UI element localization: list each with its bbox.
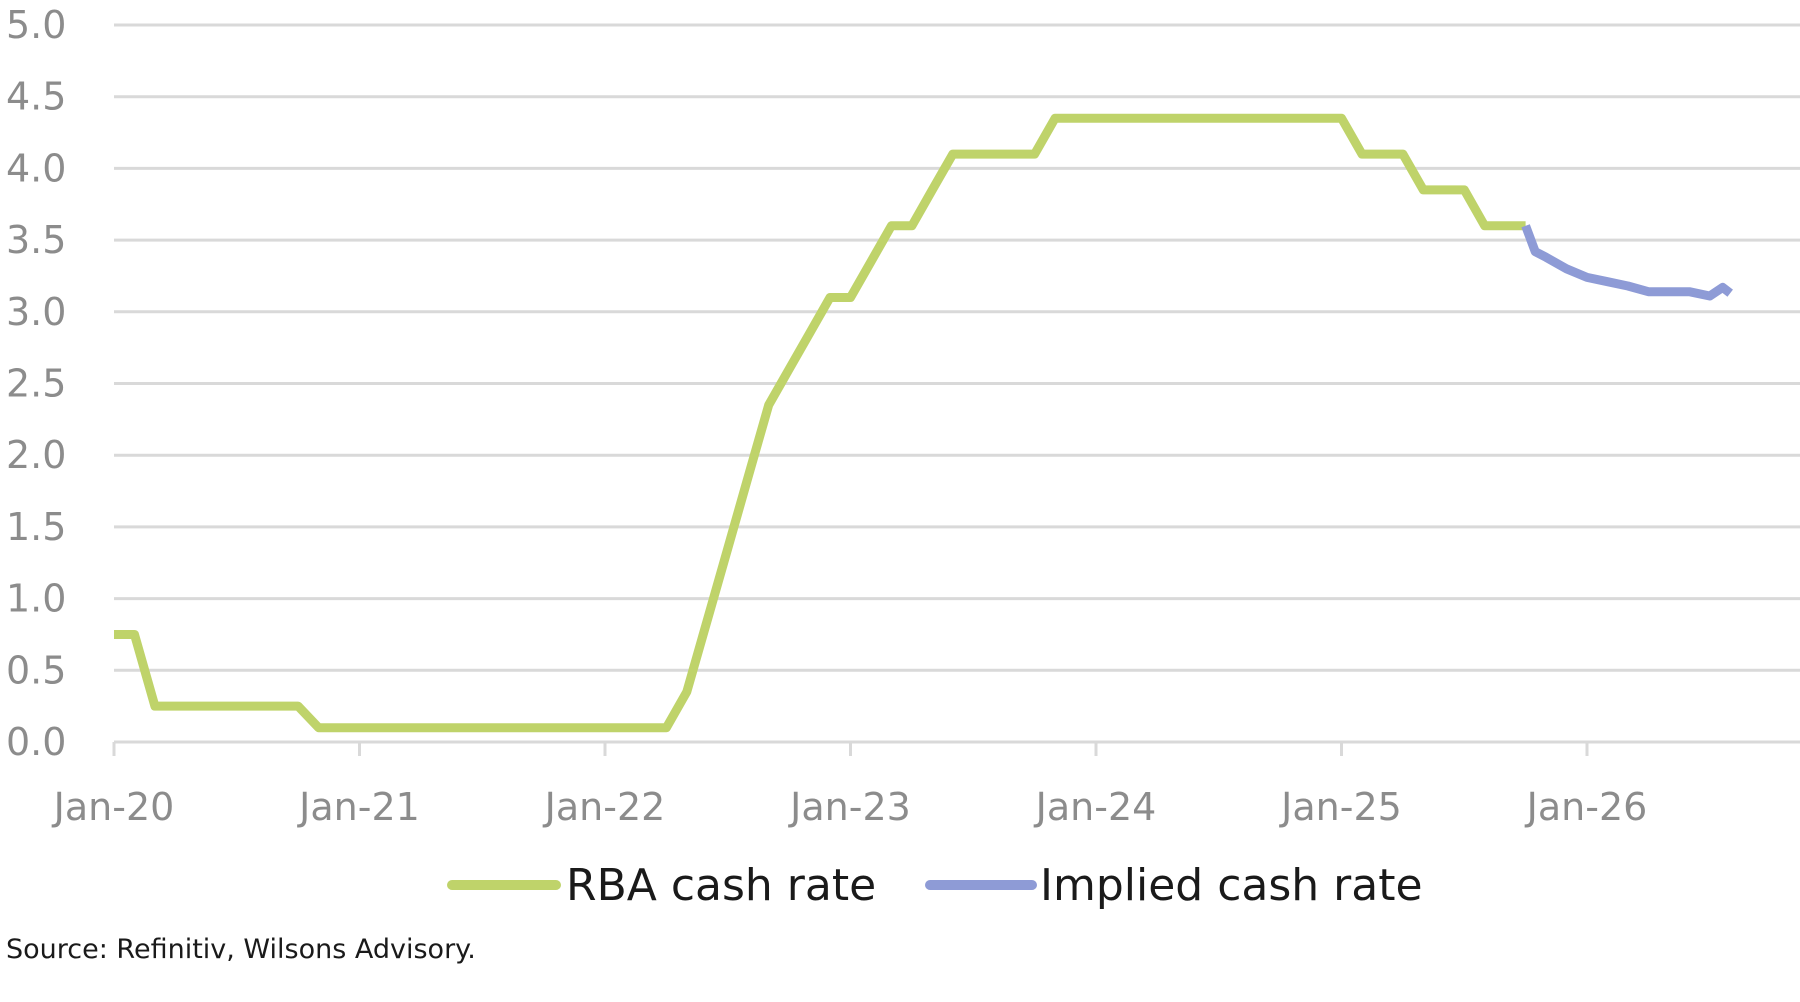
x-tick-label: Jan-24 [1034, 785, 1157, 829]
x-tick-label: Jan-25 [1279, 785, 1402, 829]
y-tick-label: 3.5 [6, 218, 66, 262]
x-axis-tick-labels: Jan-20 Jan-21 Jan-22 Jan-23 Jan-24 Jan-25 Jan-… [52, 785, 1648, 829]
y-tick-label: 4.0 [6, 146, 66, 190]
series-line-implied-cash-rate [1521, 224, 1733, 301]
gridlines [114, 23, 1800, 672]
series-line-rba-cash-rate [114, 113, 1526, 733]
y-axis-tick-labels: 0.0 0.5 1.0 1.5 2.0 2.5 3.0 3.5 4.0 4.5 5.0 [6, 3, 66, 764]
series-lines [114, 113, 1733, 733]
y-tick-label: 4.5 [6, 75, 66, 119]
y-tick-label: 3.0 [6, 290, 66, 334]
legend-label: RBA cash rate [566, 860, 876, 911]
y-tick-label: 0.0 [6, 720, 66, 764]
x-tick-label: Jan-23 [788, 785, 911, 829]
y-tick-label: 2.5 [6, 362, 66, 406]
x-tick-label: Jan-21 [297, 785, 420, 829]
x-tick-label: Jan-20 [52, 785, 175, 829]
y-tick-label: 1.0 [6, 577, 66, 621]
y-tick-label: 5.0 [6, 3, 66, 47]
legend-label: Implied cash rate [1040, 860, 1423, 911]
x-tick-label: Jan-26 [1525, 785, 1648, 829]
y-tick-label: 2.0 [6, 433, 66, 477]
legend: RBA cash rate Implied cash rate [447, 860, 1423, 911]
x-tick-label: Jan-22 [543, 785, 666, 829]
source-note: Source: Refinitiv, Wilsons Advisory. [6, 934, 476, 965]
y-tick-label: 0.5 [6, 648, 66, 692]
y-tick-label: 1.5 [6, 505, 66, 549]
x-axis [112, 740, 1800, 756]
